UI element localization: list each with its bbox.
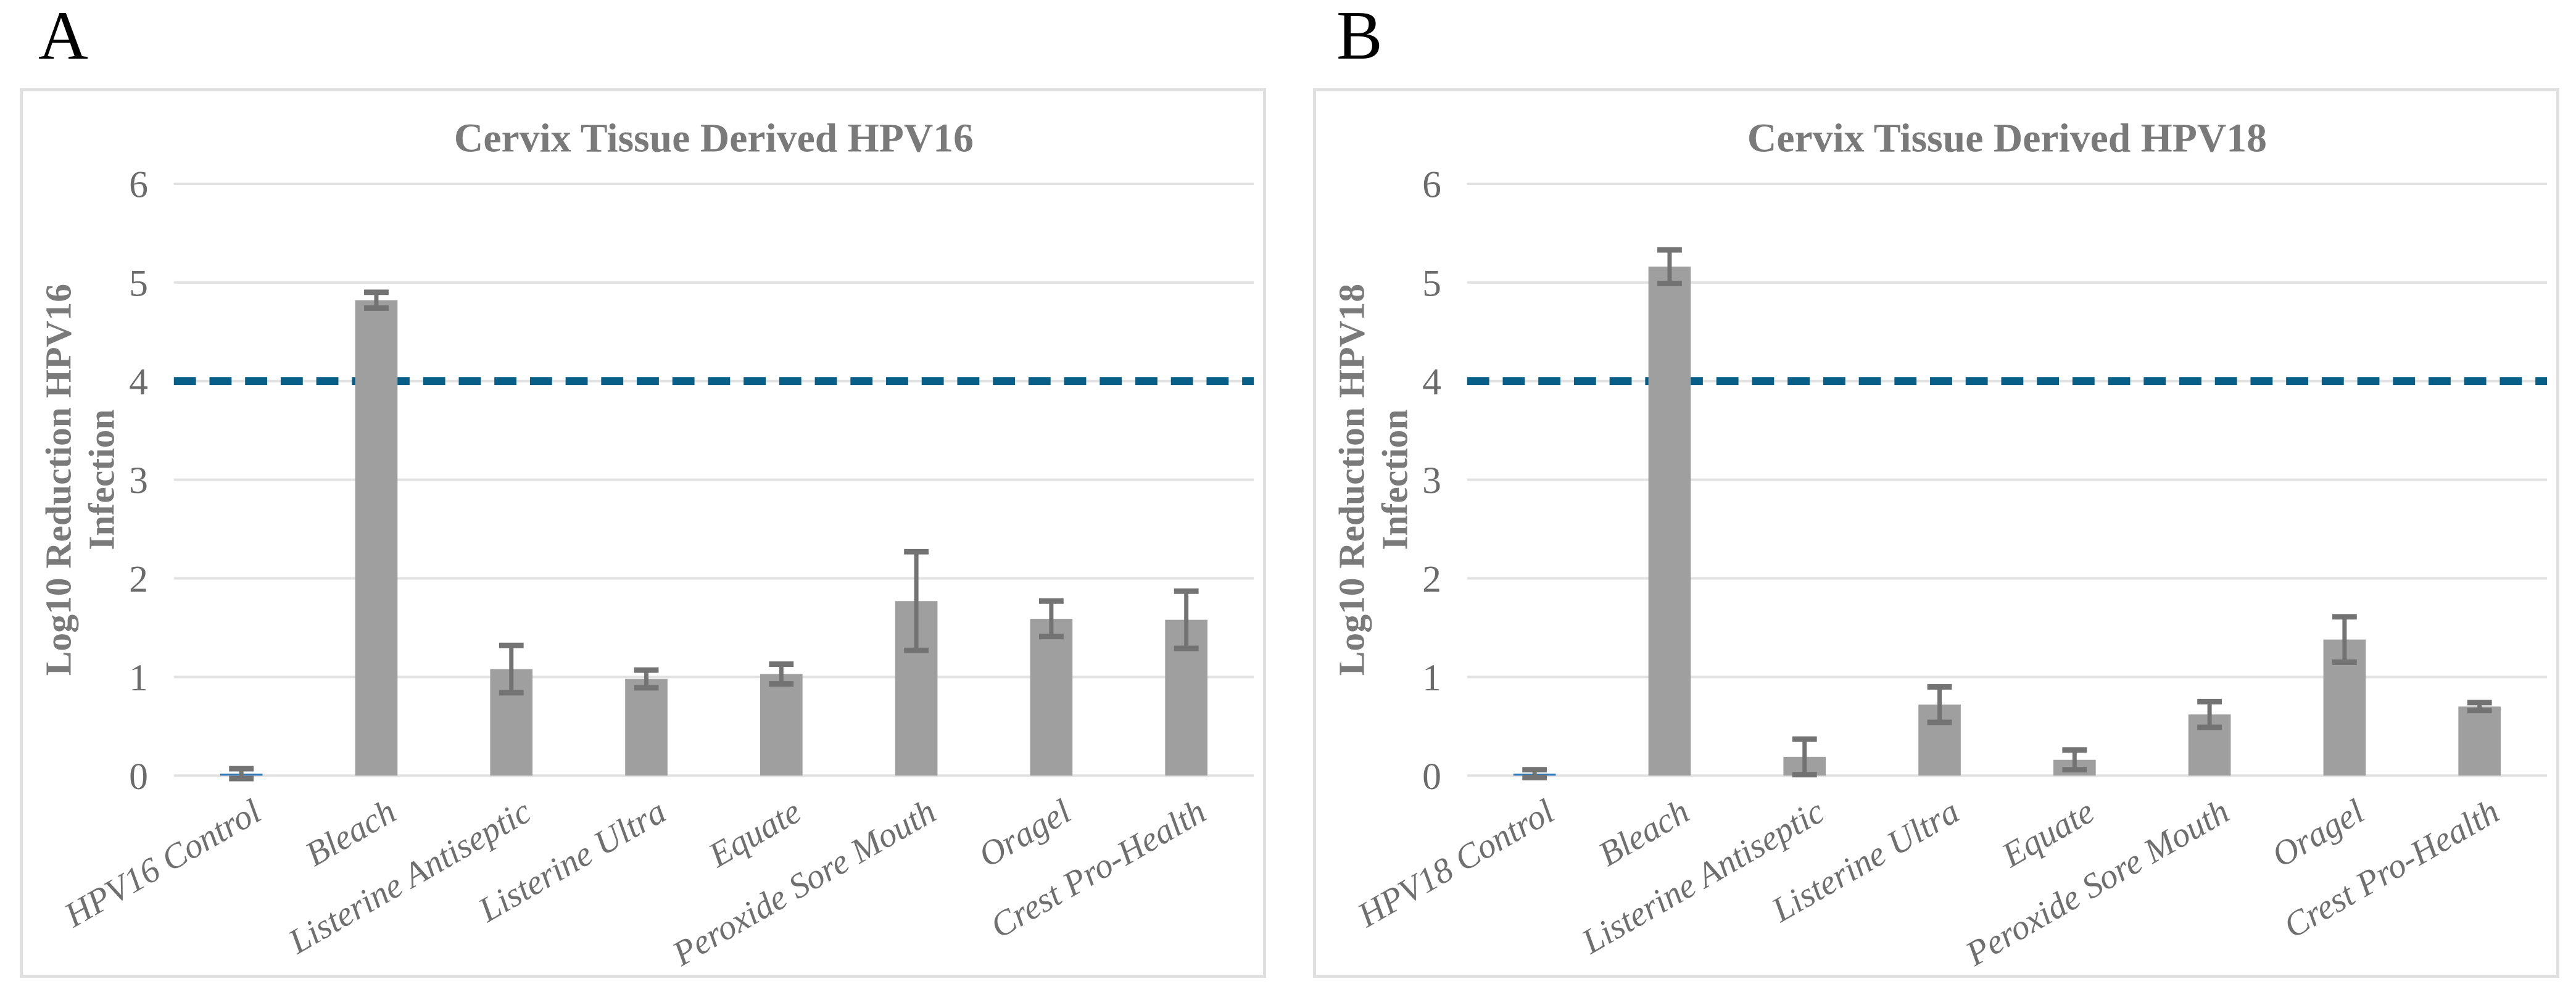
y-tick-label: 1 (129, 657, 148, 699)
y-axis-title-line2: Infection (81, 409, 122, 550)
x-category-label: Equate (1995, 792, 2101, 875)
y-tick-label: 0 (129, 756, 148, 798)
bar (625, 679, 668, 776)
x-category-label: Listerine Antiseptic (282, 792, 537, 962)
y-axis-title-line2: Infection (1374, 409, 1415, 550)
y-tick-label: 1 (1422, 657, 1441, 699)
y-tick-label: 4 (1422, 361, 1441, 403)
y-tick-label: 3 (1422, 460, 1441, 502)
x-category-label: Listerine Antiseptic (1575, 792, 1831, 962)
x-category-label: Oragel (972, 792, 1077, 875)
hpv18-bar-chart: 0 1 2 3 4 5 6 Cervix Tissue Derived HPV18 Log10 … (1331, 116, 2548, 973)
bar (355, 300, 398, 776)
y-tick-label: 0 (1422, 756, 1441, 798)
x-category-label: HPV16 Control (58, 792, 268, 935)
x-category-label: Bleach (299, 792, 402, 874)
y-tick-label: 5 (1422, 262, 1441, 304)
y-axis-title-line1: Log10 Reduction HPV18 (1331, 284, 1372, 676)
hpv16-bar-chart: 0 1 2 3 4 5 6 Cervix Tissue Derived HPV16 Log10 … (38, 116, 1254, 973)
y-tick-label: 2 (129, 558, 148, 600)
y-tick-label: 4 (129, 361, 148, 403)
y-tick-label: 5 (129, 262, 148, 304)
bar (760, 674, 803, 776)
x-category-label: Peroxide Sore Mouth (1959, 792, 2235, 973)
x-category-label: Equate (702, 792, 808, 875)
y-tick-label: 3 (129, 460, 148, 502)
y-tick-label: 2 (1422, 558, 1441, 600)
bar (1030, 619, 1073, 776)
bar (1648, 267, 1691, 776)
x-category-label: HPV18 Control (1351, 792, 1561, 935)
chart-title: Cervix Tissue Derived HPV16 (454, 116, 974, 160)
x-category-label: Bleach (1592, 792, 1696, 874)
chart-title: Cervix Tissue Derived HPV18 (1747, 116, 2267, 160)
x-category-label: Peroxide Sore Mouth (666, 792, 942, 973)
y-axis-title-line1: Log10 Reduction HPV16 (38, 284, 79, 676)
panel-b-letter: B (1336, 0, 1383, 74)
panel-a-chart: 0 1 2 3 4 5 6 Cervix Tissue Derived HPV16 Log10 … (20, 88, 1266, 978)
x-category-label: Oragel (2266, 792, 2371, 875)
panel-a-letter: A (38, 0, 88, 74)
bar (2458, 706, 2501, 776)
y-tick-label: 6 (1422, 164, 1441, 206)
panel-b-chart: 0 1 2 3 4 5 6 Cervix Tissue Derived HPV18 Log10 … (1313, 88, 2559, 978)
y-tick-label: 6 (129, 164, 148, 206)
